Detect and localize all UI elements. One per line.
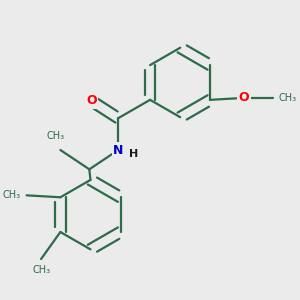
Text: N: N [113,143,124,157]
Text: CH₃: CH₃ [46,131,64,141]
Text: H: H [129,149,138,159]
Text: CH₃: CH₃ [279,93,297,103]
Text: CH₃: CH₃ [32,265,50,275]
Text: O: O [239,92,249,104]
Text: O: O [86,94,97,107]
Text: CH₃: CH₃ [3,190,21,200]
